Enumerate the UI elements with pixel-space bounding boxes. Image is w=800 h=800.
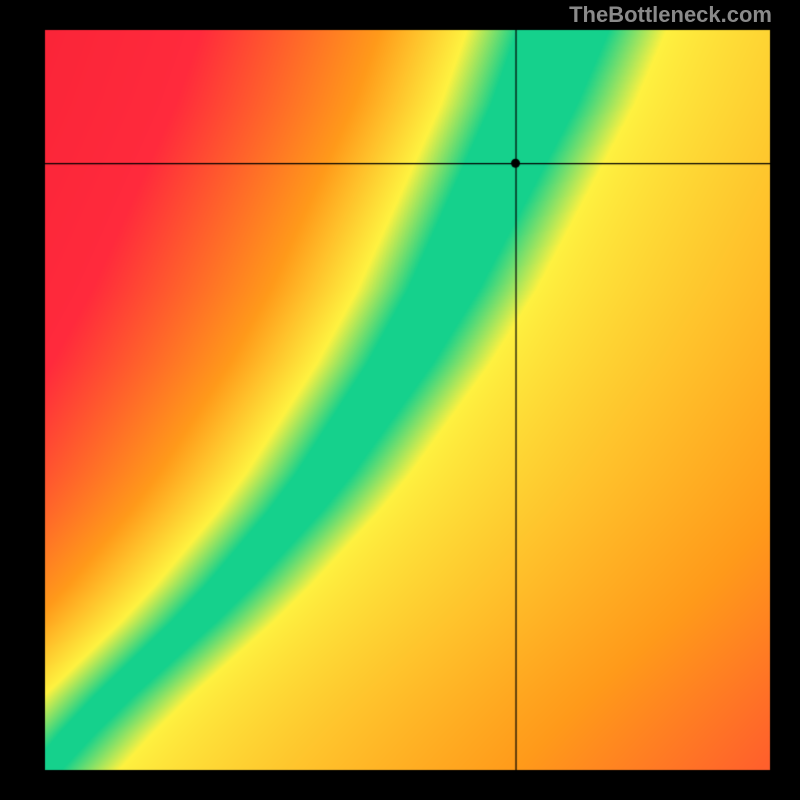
watermark-text: TheBottleneck.com: [569, 2, 772, 28]
heatmap-canvas: [0, 0, 800, 800]
bottleneck-heatmap-chart: TheBottleneck.com: [0, 0, 800, 800]
